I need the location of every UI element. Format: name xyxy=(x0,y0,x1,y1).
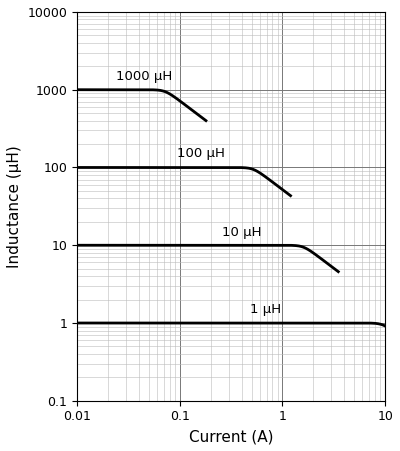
X-axis label: Current (A): Current (A) xyxy=(189,429,273,444)
Text: 100 μH: 100 μH xyxy=(178,147,225,160)
Text: 1000 μH: 1000 μH xyxy=(116,69,172,83)
Text: 10 μH: 10 μH xyxy=(222,226,262,239)
Y-axis label: Inductance (μH): Inductance (μH) xyxy=(7,145,22,268)
Text: 1 μH: 1 μH xyxy=(250,303,281,316)
